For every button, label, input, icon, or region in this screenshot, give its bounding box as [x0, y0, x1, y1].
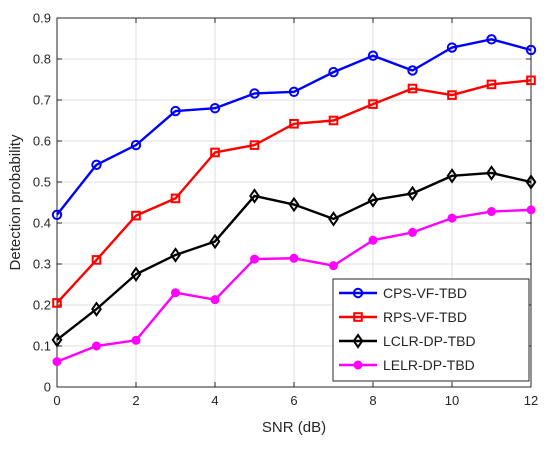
x-axis-label: SNR (dB): [262, 419, 326, 436]
data-point: [408, 227, 417, 237]
data-point: [328, 66, 339, 78]
legend-label: LELR-DP-TBD: [383, 357, 475, 373]
legend-label: LCLR-DP-TBD: [383, 333, 476, 349]
legend-label: RPS-VF-TBD: [383, 309, 467, 325]
data-point: [526, 205, 536, 215]
data-point: [51, 209, 63, 221]
data-point: [170, 247, 181, 263]
legend-item: LELR-DP-TBD: [339, 357, 475, 373]
y-axis-label: Detection probability: [7, 134, 24, 270]
data-point: [92, 341, 101, 351]
data-point: [525, 44, 537, 56]
x-tick-label: 10: [445, 393, 459, 408]
legend: CPS-VF-TBD RPS-VF-TBD LCLR-DP-TBD LELR-DP-T…: [332, 278, 530, 382]
data-point: [52, 357, 62, 367]
y-tick-label: 0: [44, 380, 51, 395]
data-point: [288, 196, 300, 213]
data-point: [487, 207, 496, 217]
axis-ticks: 0 2 4 6 8 10 12 0 0.1 0.2 0.3 0.4 0.5 0.6 0.7 0.8 0.9: [33, 11, 538, 409]
data-point: [367, 50, 379, 61]
data-point: [525, 174, 537, 190]
x-tick-label: 8: [369, 393, 376, 408]
data-point: [368, 99, 378, 109]
y-tick-label: 0.9: [33, 11, 51, 26]
x-tick-label: 0: [53, 393, 60, 408]
y-tick-label: 0.1: [33, 339, 51, 354]
data-point: [486, 34, 497, 45]
data-point: [328, 115, 339, 126]
series-lelr-dp-tbd: [52, 205, 536, 367]
series-cps-vf-tbd: [51, 34, 537, 221]
data-point: [526, 75, 536, 86]
legend-item: LCLR-DP-TBD: [339, 333, 476, 349]
data-point: [407, 185, 418, 202]
data-point: [289, 118, 299, 129]
data-point: [91, 255, 102, 265]
data-point: [486, 165, 497, 181]
data-point: [407, 83, 418, 94]
data-point: [209, 103, 221, 114]
data-point: [249, 140, 260, 150]
data-point: [249, 88, 260, 99]
data-point: [447, 90, 457, 100]
legend-marker: [352, 287, 364, 299]
series-layer: [51, 34, 537, 367]
data-point: [289, 253, 299, 263]
data-point: [91, 159, 102, 170]
y-tick-label: 0.4: [33, 216, 51, 231]
data-point: [446, 42, 458, 53]
series-line: [56, 38, 532, 216]
y-tick-label: 0.7: [33, 93, 51, 108]
data-point: [486, 79, 497, 90]
data-point: [210, 147, 220, 158]
data-point: [407, 65, 418, 76]
data-point: [171, 288, 180, 298]
series-lclr-dp-tbd: [51, 165, 537, 348]
y-tick-label: 0.6: [33, 134, 51, 149]
legend-marker: [352, 333, 364, 349]
x-tick-label: 12: [524, 393, 538, 408]
data-point: [130, 266, 142, 282]
x-tick-label: 4: [211, 393, 218, 408]
data-point: [446, 168, 458, 184]
legend-item: RPS-VF-TBD: [339, 309, 467, 325]
series-rps-vf-tbd: [52, 75, 536, 308]
y-tick-label: 0.5: [33, 175, 51, 190]
data-point: [249, 188, 260, 204]
series-line: [56, 171, 532, 341]
legend-item: CPS-VF-TBD: [339, 285, 467, 301]
legend-label: CPS-VF-TBD: [383, 285, 467, 301]
data-point: [210, 295, 220, 305]
data-point: [367, 192, 379, 208]
data-point: [131, 210, 141, 221]
data-point: [368, 235, 378, 245]
legend-marker: [353, 312, 363, 322]
legend-marker: [353, 360, 363, 370]
data-point: [328, 211, 339, 227]
series-line: [56, 79, 532, 304]
y-tick-label: 0.8: [33, 52, 51, 67]
data-point: [329, 261, 338, 271]
x-tick-label: 2: [132, 393, 139, 408]
data-point: [130, 139, 142, 151]
y-tick-label: 0.3: [33, 257, 51, 272]
x-tick-label: 6: [290, 393, 297, 408]
data-point: [170, 105, 181, 117]
y-tick-label: 0.2: [33, 298, 51, 313]
data-point: [51, 332, 63, 348]
data-point: [250, 254, 259, 264]
data-point: [209, 233, 221, 250]
data-point: [288, 86, 300, 98]
data-point: [91, 301, 102, 317]
data-point: [170, 193, 181, 204]
data-point: [447, 213, 457, 223]
data-point: [52, 298, 62, 308]
data-point: [131, 335, 141, 345]
